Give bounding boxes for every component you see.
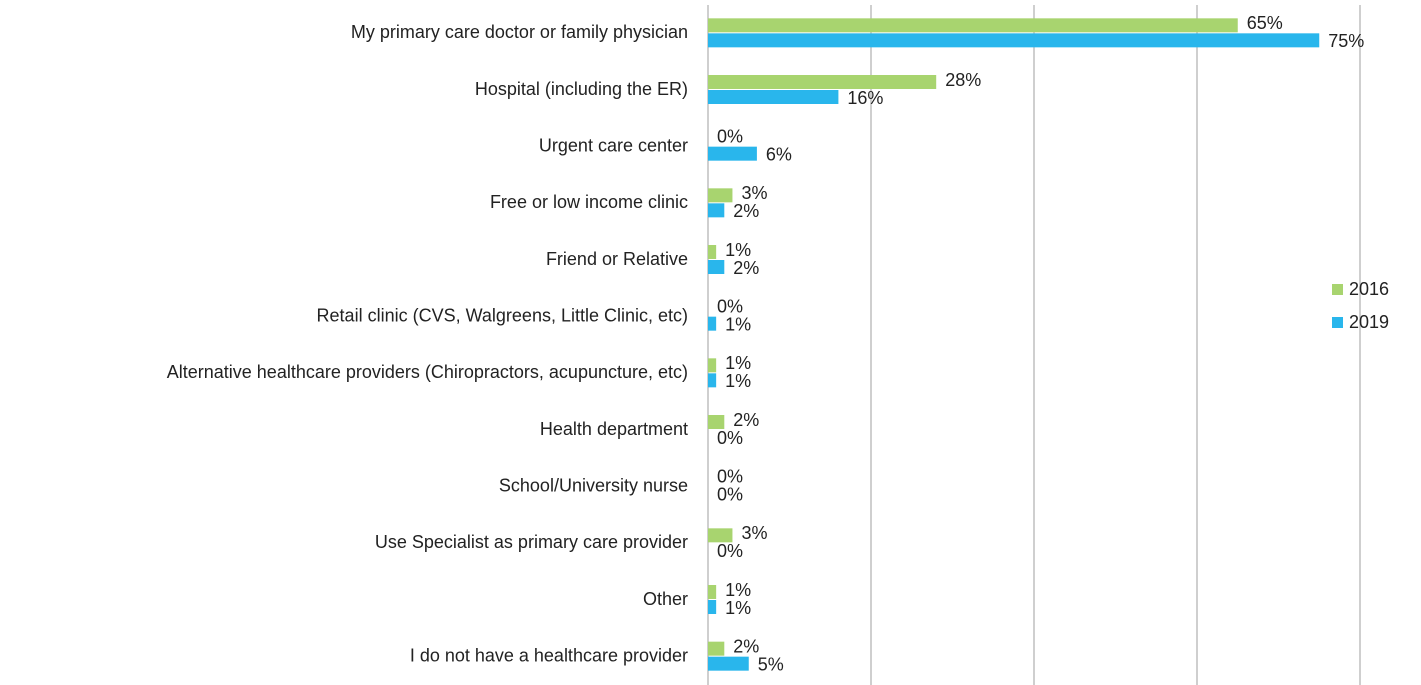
bar bbox=[708, 528, 733, 543]
bar bbox=[708, 90, 839, 104]
value-label: 3% bbox=[741, 523, 767, 543]
category-label: Urgent care center bbox=[539, 135, 688, 155]
value-label: 2% bbox=[733, 636, 759, 656]
value-label: 75% bbox=[1328, 31, 1364, 51]
bar bbox=[708, 18, 1238, 33]
value-label: 0% bbox=[717, 428, 743, 448]
value-label: 1% bbox=[725, 240, 751, 260]
category-label: Use Specialist as primary care provider bbox=[375, 532, 688, 552]
value-label: 28% bbox=[945, 70, 981, 90]
value-label: 5% bbox=[758, 654, 784, 674]
legend-swatch bbox=[1332, 284, 1343, 295]
bar bbox=[708, 146, 757, 161]
bar bbox=[708, 260, 725, 274]
category-label: I do not have a healthcare provider bbox=[410, 645, 688, 665]
value-label: 1% bbox=[725, 580, 751, 600]
bar bbox=[708, 203, 725, 218]
value-label: 2% bbox=[733, 201, 759, 221]
category-label: Retail clinic (CVS, Walgreens, Little Cl… bbox=[317, 305, 688, 325]
bar bbox=[708, 316, 717, 331]
bar bbox=[708, 641, 725, 656]
category-label: Hospital (including the ER) bbox=[475, 79, 688, 99]
bar bbox=[708, 415, 725, 429]
bar bbox=[708, 585, 717, 599]
category-label: Other bbox=[643, 589, 688, 609]
category-label: Friend or Relative bbox=[546, 249, 688, 269]
bar bbox=[708, 245, 717, 259]
value-label: 1% bbox=[725, 353, 751, 373]
bar bbox=[708, 75, 937, 89]
value-label: 16% bbox=[847, 88, 883, 108]
value-label: 0% bbox=[717, 296, 743, 316]
value-label: 2% bbox=[733, 258, 759, 278]
category-label: Health department bbox=[540, 419, 688, 439]
value-label: 0% bbox=[717, 541, 743, 561]
bar bbox=[708, 600, 717, 614]
value-label: 1% bbox=[725, 598, 751, 618]
value-label: 6% bbox=[766, 144, 792, 164]
legend-label: 2019 bbox=[1349, 312, 1389, 332]
category-label: My primary care doctor or family physici… bbox=[351, 22, 688, 42]
bar bbox=[708, 373, 717, 388]
category-label: School/University nurse bbox=[499, 475, 688, 495]
value-label: 0% bbox=[717, 484, 743, 504]
value-label: 0% bbox=[717, 126, 743, 146]
legend-swatch bbox=[1332, 317, 1343, 328]
value-label: 2% bbox=[733, 410, 759, 430]
bar bbox=[708, 656, 749, 671]
value-label: 65% bbox=[1247, 13, 1283, 33]
category-label: Free or low income clinic bbox=[490, 192, 688, 212]
value-label: 0% bbox=[717, 466, 743, 486]
value-label: 1% bbox=[725, 371, 751, 391]
bar bbox=[708, 188, 733, 203]
value-label: 1% bbox=[725, 314, 751, 334]
category-label: Alternative healthcare providers (Chirop… bbox=[167, 362, 688, 382]
value-label: 3% bbox=[741, 183, 767, 203]
legend-label: 2016 bbox=[1349, 279, 1389, 299]
bar bbox=[708, 33, 1320, 48]
bar bbox=[708, 358, 717, 373]
